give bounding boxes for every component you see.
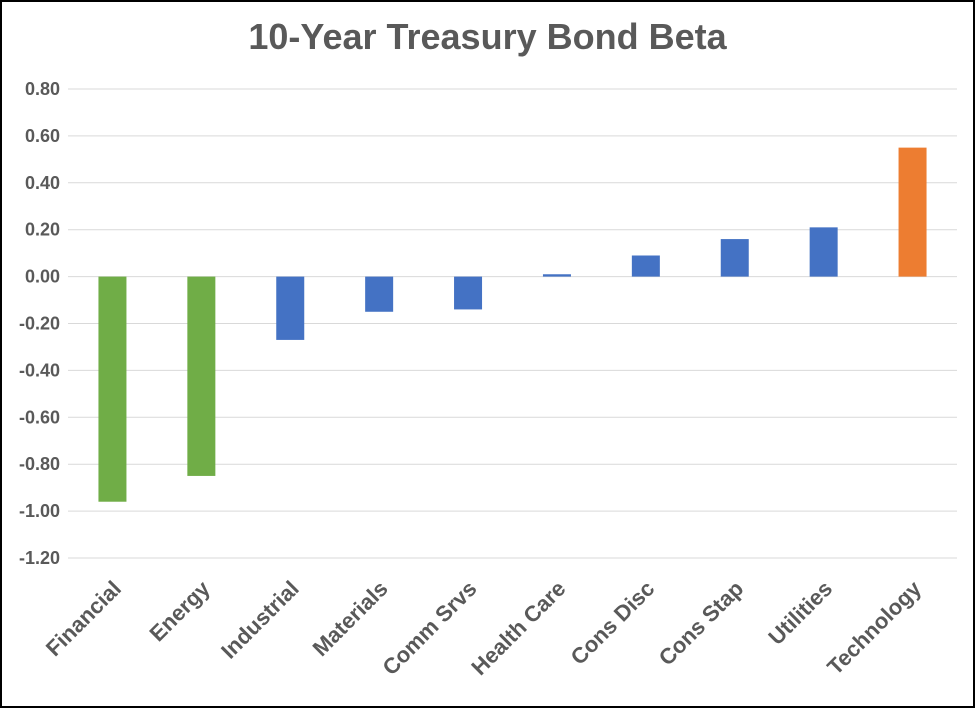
y-tick-label: 0.20 xyxy=(25,220,60,240)
x-category-label: Financial xyxy=(41,576,126,661)
bar-health-care xyxy=(542,274,571,277)
x-category-label: Technology xyxy=(822,575,926,679)
x-category-label: Materials xyxy=(308,576,393,661)
y-tick-label: 0.40 xyxy=(25,173,60,193)
chart-title: 10-Year Treasury Bond Beta xyxy=(248,16,727,57)
y-tick-label: -0.40 xyxy=(19,360,60,380)
x-category-label: Cons Stap xyxy=(654,576,749,671)
x-category-label: Comm Srvs xyxy=(377,576,481,680)
bar-cons-disc xyxy=(631,255,660,277)
y-tick-label: -1.20 xyxy=(19,548,60,568)
y-tick-label: 0.80 xyxy=(25,79,60,99)
bar-industrial xyxy=(276,276,305,340)
y-tick-label: -0.80 xyxy=(19,454,60,474)
bar-cons-stap xyxy=(720,239,749,277)
x-category-label: Cons Disc xyxy=(566,576,660,670)
y-tick-label: -0.60 xyxy=(19,407,60,427)
x-category-label: Health Care xyxy=(466,576,570,680)
y-tick-label: 0.60 xyxy=(25,126,60,146)
y-tick-label: -0.20 xyxy=(19,314,60,334)
y-tick-label: 0.00 xyxy=(25,267,60,287)
y-tick-label: -1.00 xyxy=(19,501,60,521)
bar-comm-srvs xyxy=(454,276,483,310)
bar-materials xyxy=(365,276,394,312)
x-category-label: Industrial xyxy=(216,576,304,664)
x-category-label: Utilities xyxy=(763,576,837,650)
x-category-label: Energy xyxy=(144,575,215,646)
bar-energy xyxy=(187,276,216,476)
bar-technology xyxy=(898,147,927,277)
bar-financial xyxy=(98,276,127,502)
bar-utilities xyxy=(809,227,838,277)
